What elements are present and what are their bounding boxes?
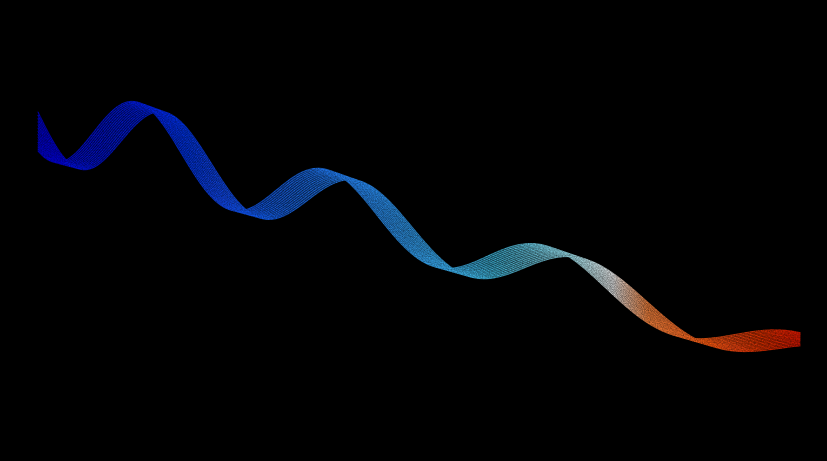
ribbon-curve [37, 107, 801, 348]
ribbon-curve [37, 106, 801, 347]
ribbon-curve [37, 105, 801, 345]
ribbon-curve [37, 100, 801, 340]
ribbon-curve [37, 108, 801, 349]
ribbon-curve-group [37, 100, 801, 353]
ribbon-envelope-fill [38, 101, 800, 352]
ribbon-curve [37, 105, 801, 346]
